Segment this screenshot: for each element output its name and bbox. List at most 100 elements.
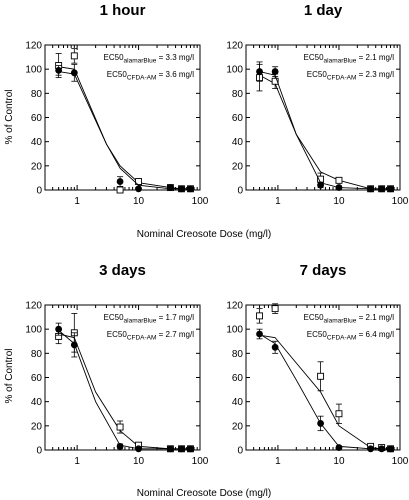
data-point-circle (256, 330, 263, 338)
series-filled-circle (55, 63, 194, 193)
fit-line (58, 66, 191, 190)
panel-title: 7 days (300, 262, 347, 279)
y-tick-label: 40 (232, 137, 244, 148)
y-tick-label: 100 (25, 325, 42, 336)
data-point-square (271, 77, 279, 85)
data-point-circle (187, 445, 194, 453)
data-point-circle (70, 69, 78, 77)
y-tick-label: 60 (31, 373, 43, 384)
y-tick-label: 80 (232, 349, 244, 360)
ec50-annotation: EC50CFDA-AM = 2.3 mg/l (307, 70, 394, 82)
ec50-subscript: alamarBlue (324, 58, 357, 65)
data-point-circle (387, 185, 394, 193)
ec50-value: = 6.4 mg/l (356, 330, 394, 339)
x-tick-label: 1 (74, 196, 80, 207)
ec50-value: = 3.3 mg/l (156, 53, 194, 62)
data-point-circle (271, 68, 279, 75)
y-tick-label: 100 (226, 325, 243, 336)
data-point-circle (70, 341, 78, 349)
y-tick-label: 120 (25, 301, 42, 312)
y-tick-label: 0 (36, 446, 42, 457)
ec50-annotation: EC50CFDA-AM = 3.6 mg/l (107, 70, 194, 82)
ec50-subscript: alamarBlue (124, 58, 157, 65)
x-tick-label: 10 (133, 196, 145, 207)
ec50-value: = 2.1 mg/l (356, 53, 394, 62)
data-point-circle (135, 445, 142, 453)
fit-line (58, 333, 191, 450)
data-point-square (135, 178, 143, 185)
ec50-subscript: alamarBlue (324, 318, 357, 325)
x-tick-label: 1 (74, 456, 80, 467)
ec50-annotation: EC50CFDA-AM = 2.7 mg/l (107, 330, 194, 342)
data-point-circle (367, 445, 375, 453)
data-point-circle (178, 185, 185, 193)
data-point-circle (335, 184, 343, 191)
x-tick-label: 10 (333, 196, 345, 207)
ec50-value: = 2.7 mg/l (156, 330, 194, 339)
ec50-prefix: EC50 (104, 53, 125, 62)
y-tick-label: 60 (232, 373, 244, 384)
panel-title: 1 day (304, 2, 343, 19)
ec50-annotation: EC50CFDA-AM = 6.4 mg/l (307, 330, 394, 342)
data-point-square (271, 305, 279, 313)
data-point-circle (387, 445, 394, 453)
x-tick-label: 100 (192, 196, 209, 207)
ec50-value: = 2.1 mg/l (356, 313, 394, 322)
ec50-prefix: EC50 (304, 313, 325, 322)
y-tick-label: 20 (232, 161, 244, 172)
ec50-prefix: EC50 (307, 70, 328, 79)
xlabel-bottom: Nominal Creosote Dose (mg/l) (137, 488, 272, 499)
series-filled-circle (55, 322, 194, 453)
y-tick-label: 120 (226, 301, 243, 312)
plot-frame (245, 44, 401, 191)
data-point-circle (367, 185, 375, 193)
y-tick-label: 20 (31, 161, 43, 172)
ec50-annotation: EC50alamarBlue = 3.3 mg/l (104, 53, 195, 65)
x-tick-label: 1 (275, 456, 281, 467)
data-point-circle (178, 445, 185, 453)
ec50-subscript: CFDA-AM (327, 335, 357, 342)
ec50-annotation: EC50alamarBlue = 2.1 mg/l (304, 313, 395, 325)
fit-line (58, 71, 191, 190)
data-point-circle (116, 178, 124, 185)
ec50-prefix: EC50 (107, 70, 128, 79)
y-tick-label: 120 (226, 41, 243, 52)
data-point-circle (317, 181, 324, 189)
ec50-value: = 3.6 mg/l (156, 70, 194, 79)
data-point-square (116, 423, 124, 431)
y-tick-label: 120 (25, 41, 42, 52)
xlabel-top: Nominal Creosote Dose (mg/l) (137, 229, 272, 240)
data-point-circle (256, 68, 263, 75)
ylabel-top: % of Control (4, 89, 15, 144)
series-filled-circle (256, 61, 394, 193)
data-point-circle (317, 420, 324, 427)
y-tick-label: 40 (232, 397, 244, 408)
data-point-circle (187, 185, 194, 193)
series-open-square (256, 63, 394, 193)
data-point-circle (335, 444, 343, 451)
ec50-prefix: EC50 (304, 53, 325, 62)
y-tick-label: 0 (237, 186, 243, 197)
data-point-circle (116, 442, 124, 450)
series-filled-circle (256, 328, 394, 453)
ec50-prefix: EC50 (104, 313, 125, 322)
ec50-annotation: EC50alamarBlue = 1.7 mg/l (104, 313, 195, 325)
ec50-subscript: CFDA-AM (327, 75, 357, 82)
ec50-subscript: CFDA-AM (127, 75, 157, 82)
fit-line (259, 71, 391, 190)
data-point-square (335, 176, 343, 184)
y-tick-label: 40 (31, 397, 43, 408)
data-point-circle (378, 185, 386, 193)
data-point-circle (378, 445, 386, 453)
x-tick-label: 100 (392, 456, 409, 467)
y-tick-label: 20 (232, 421, 244, 432)
y-tick-label: 80 (31, 89, 43, 100)
y-tick-label: 60 (31, 113, 43, 124)
fit-line (259, 333, 391, 450)
data-point-square (116, 186, 124, 194)
data-point-circle (271, 343, 279, 351)
panel-title: 3 days (99, 262, 146, 279)
y-tick-label: 100 (25, 65, 42, 76)
